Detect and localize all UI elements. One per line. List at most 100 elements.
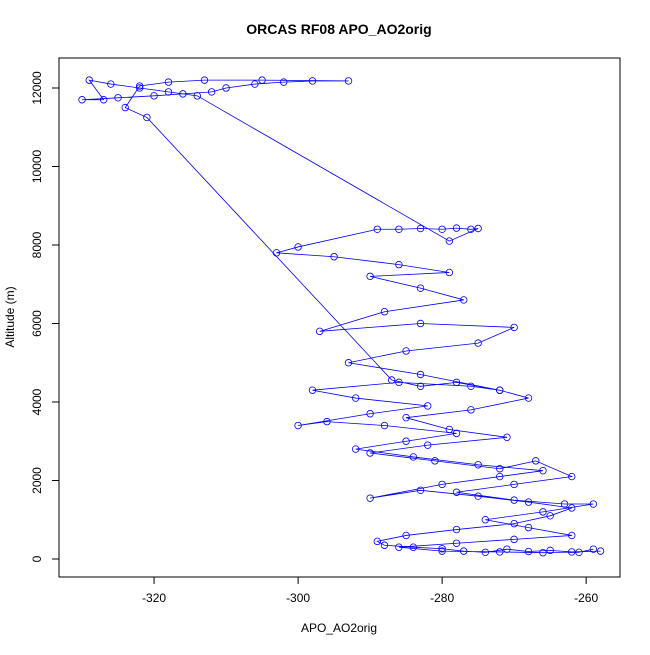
data-point — [344, 77, 353, 85]
y-tick-label: 0 — [30, 555, 44, 562]
data-point — [164, 88, 173, 96]
data-point — [135, 82, 144, 90]
data-point — [568, 531, 576, 540]
x-tick-label: -280 — [430, 591, 454, 605]
data-point — [568, 548, 576, 556]
data-point — [258, 76, 266, 84]
data-point — [510, 519, 518, 528]
data-point — [546, 546, 554, 555]
data-point — [524, 498, 533, 506]
data-point — [395, 225, 403, 233]
data-point — [539, 466, 547, 475]
data-point — [510, 535, 518, 544]
data-point — [114, 94, 122, 102]
data-point — [452, 539, 461, 547]
data-point — [308, 386, 317, 394]
data-point — [395, 543, 403, 551]
x-tick-label: -300 — [286, 591, 310, 605]
y-tick-label: 4000 — [30, 388, 44, 415]
x-tick-label: -320 — [142, 591, 166, 605]
data-point — [416, 284, 425, 292]
data-point — [445, 237, 454, 245]
data-point — [452, 224, 461, 232]
y-tick-label: 10000 — [30, 149, 44, 183]
data-point — [121, 103, 129, 112]
data-point — [532, 457, 540, 465]
data-point — [560, 500, 569, 508]
data-point — [467, 406, 475, 414]
data-point — [524, 394, 533, 402]
data-point — [481, 548, 490, 557]
data-point — [431, 457, 439, 465]
data-point — [200, 76, 209, 84]
data-point — [315, 327, 324, 336]
data-point — [474, 492, 482, 500]
y-tick-label: 8000 — [30, 231, 44, 258]
x-axis-label: APO_AO2orig — [301, 621, 377, 635]
data-point — [503, 433, 511, 442]
chart-title: ORCAS RF08 APO_AO2orig — [246, 21, 431, 37]
data-point — [222, 84, 230, 92]
data-point — [438, 545, 446, 553]
data-point — [402, 347, 410, 355]
data-point — [366, 410, 374, 418]
data-point — [452, 378, 461, 387]
data-point — [402, 413, 410, 422]
data-point — [395, 260, 403, 269]
data-point — [452, 488, 461, 496]
data-point — [308, 77, 317, 85]
data-point — [366, 272, 374, 281]
y-axis-label: Altitude (m) — [3, 286, 17, 347]
data-point — [380, 541, 389, 549]
data-point — [474, 224, 482, 233]
data-point — [279, 78, 288, 86]
data-point — [467, 225, 475, 233]
data-point — [193, 92, 201, 100]
data-point — [539, 549, 547, 557]
data-point — [445, 425, 454, 434]
data-point — [496, 465, 504, 473]
data-point — [107, 80, 115, 88]
data-point — [409, 453, 418, 461]
data-point — [402, 531, 410, 540]
data-point — [496, 472, 504, 481]
y-tick-label: 12000 — [30, 71, 44, 105]
data-point — [294, 243, 302, 251]
plot-frame — [58, 57, 621, 578]
data-point — [330, 253, 338, 261]
data-point — [352, 394, 360, 402]
data-point — [496, 548, 504, 556]
data-point — [344, 359, 353, 367]
data-point — [78, 96, 86, 104]
data-point — [352, 445, 360, 453]
data-point — [85, 76, 93, 84]
data-point — [589, 545, 598, 553]
data-point — [460, 296, 468, 304]
data-point — [416, 486, 425, 494]
data-point — [546, 512, 554, 520]
data-point — [323, 417, 331, 426]
data-point — [445, 268, 454, 277]
data-point — [474, 461, 482, 469]
data-point — [568, 504, 576, 512]
data-point — [424, 402, 432, 410]
data-point — [460, 547, 468, 555]
data-point — [467, 382, 475, 390]
data-point — [510, 480, 518, 489]
data-point — [416, 319, 425, 328]
data-point — [510, 496, 518, 504]
data-point — [366, 494, 374, 502]
data-point — [380, 421, 389, 430]
data-point — [380, 308, 389, 316]
data-point — [99, 96, 108, 104]
data-point — [294, 421, 302, 430]
data-point — [438, 225, 446, 233]
data-point — [395, 378, 403, 387]
data-point — [207, 88, 216, 96]
data-point — [388, 376, 396, 384]
data-point — [438, 547, 446, 555]
data-point — [373, 225, 382, 233]
data-point — [503, 545, 511, 553]
data-point — [452, 429, 461, 438]
